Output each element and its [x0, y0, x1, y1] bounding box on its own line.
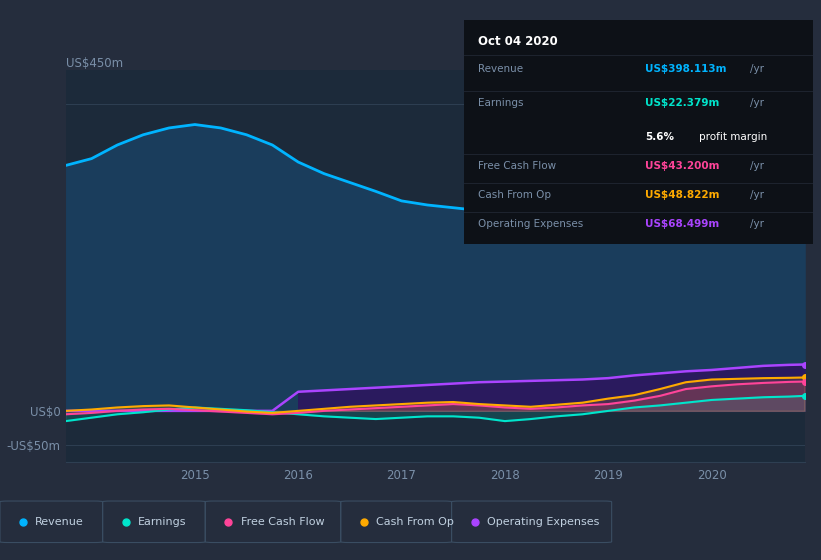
Text: Revenue: Revenue: [35, 517, 84, 527]
Text: US$43.200m: US$43.200m: [645, 161, 720, 171]
Text: Free Cash Flow: Free Cash Flow: [241, 517, 324, 527]
Text: US$450m: US$450m: [66, 57, 123, 70]
Text: Earnings: Earnings: [478, 98, 523, 108]
Text: /yr: /yr: [750, 98, 764, 108]
Text: /yr: /yr: [750, 64, 764, 74]
Text: Operating Expenses: Operating Expenses: [478, 219, 583, 229]
Text: /yr: /yr: [750, 161, 764, 171]
Text: Cash From Op: Cash From Op: [478, 190, 551, 200]
Text: /yr: /yr: [750, 219, 764, 229]
Text: US$398.113m: US$398.113m: [645, 64, 727, 74]
Text: 5.6%: 5.6%: [645, 132, 674, 142]
Text: Free Cash Flow: Free Cash Flow: [478, 161, 556, 171]
Text: US$48.822m: US$48.822m: [645, 190, 720, 200]
Text: US$68.499m: US$68.499m: [645, 219, 719, 229]
Text: Cash From Op: Cash From Op: [376, 517, 454, 527]
Text: Earnings: Earnings: [138, 517, 186, 527]
Text: Operating Expenses: Operating Expenses: [487, 517, 599, 527]
Text: /yr: /yr: [750, 190, 764, 200]
Text: Revenue: Revenue: [478, 64, 523, 74]
Text: Oct 04 2020: Oct 04 2020: [478, 35, 557, 48]
Text: US$22.379m: US$22.379m: [645, 98, 720, 108]
Text: profit margin: profit margin: [699, 132, 768, 142]
